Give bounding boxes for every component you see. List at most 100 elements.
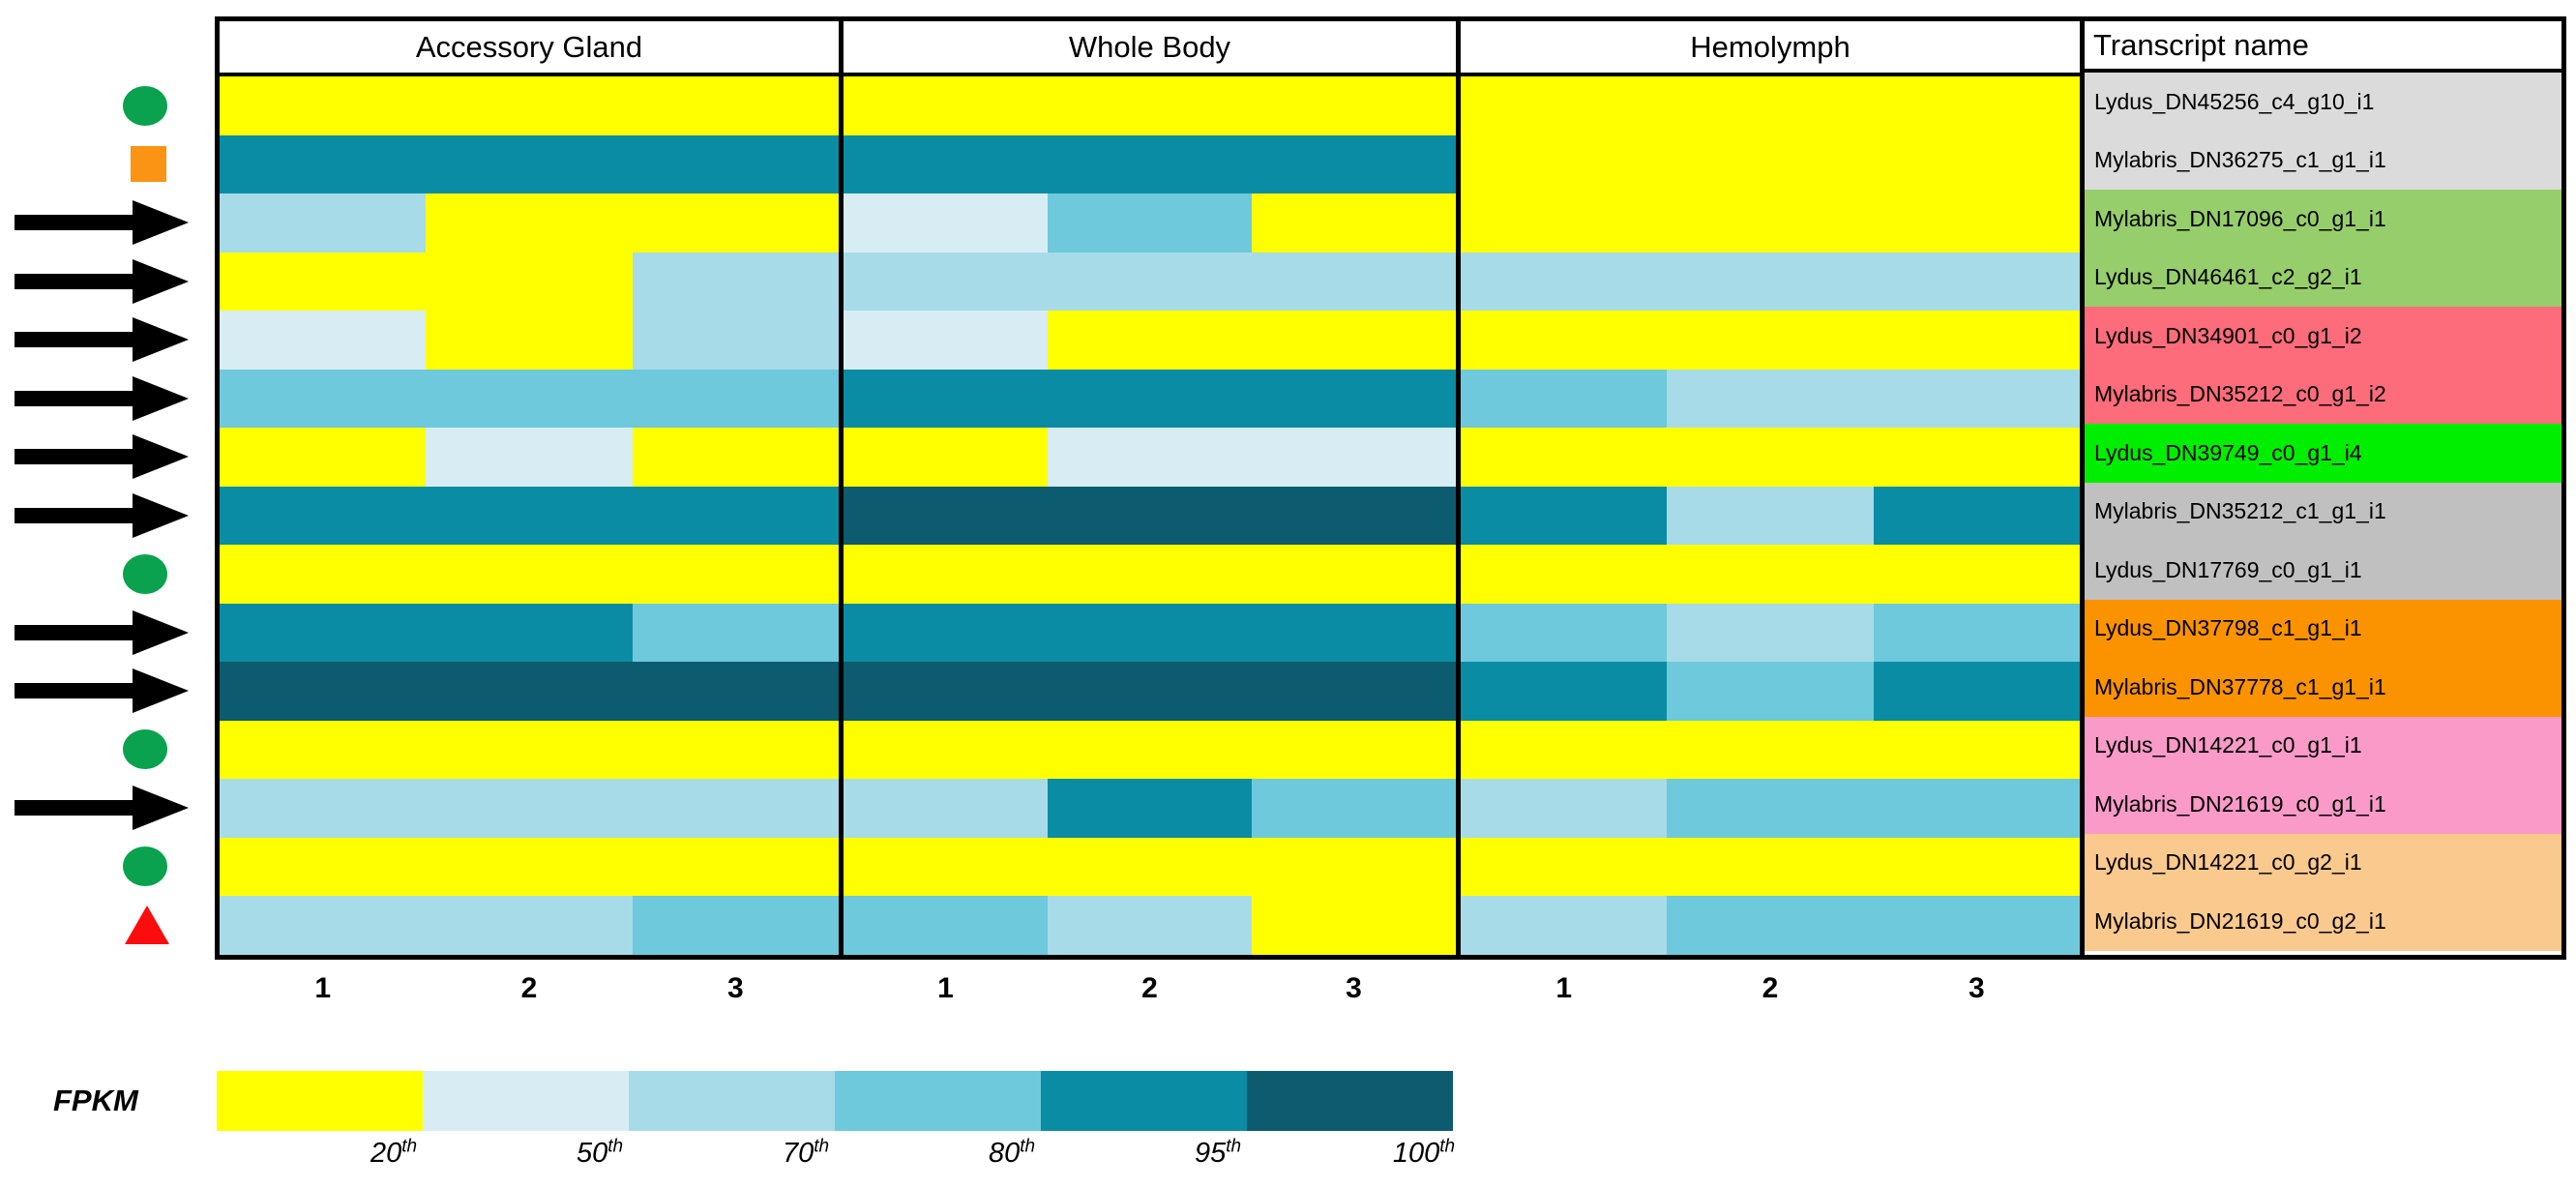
arrow-head (133, 375, 189, 421)
heatmap-row (1461, 662, 2080, 721)
heatmap-row (844, 545, 1456, 604)
heatmap-cell (1048, 486, 1252, 545)
heatmap-table: Accessory Gland Whole Body Hemolymph Transc… (215, 16, 2566, 960)
heatmap-cell (1048, 603, 1252, 662)
heatmap-row (1461, 720, 2080, 779)
marker-row (0, 604, 215, 663)
heatmap-row (844, 134, 1456, 193)
green-circle-marker (123, 553, 167, 594)
heatmap-cell (426, 311, 633, 370)
arrow-head (133, 492, 189, 538)
heatmap-cell (632, 193, 839, 252)
heatmap-cell (1873, 720, 2080, 779)
heatmap-cell (632, 779, 839, 838)
heatmap-cell (220, 76, 427, 135)
heatmap-cell (1461, 486, 1668, 545)
replicate-label: 1 (314, 972, 331, 1004)
heatmap-cell (632, 252, 839, 311)
heatmap-cell (1048, 720, 1252, 779)
heatmap-row (844, 837, 1456, 896)
arrow-head (133, 609, 189, 655)
panel-accessory_gland: Accessory Gland (220, 21, 839, 955)
heatmap-row (220, 896, 839, 955)
replicate-label: 2 (520, 972, 538, 1004)
marker-row (0, 487, 215, 546)
arrow-head (133, 434, 189, 480)
heatmap-row (220, 720, 839, 779)
transcript-label: Mylabris_DN35212_c1_g1_i1 (2085, 482, 2561, 541)
panel-whole_body: Whole Body (839, 21, 1456, 955)
heatmap-cell (632, 369, 839, 428)
panel-header-accessory_gland: Accessory Gland (220, 21, 839, 76)
black-arrow-marker (15, 609, 189, 655)
heatmap-cell (220, 193, 427, 252)
heatmap-cell (1461, 369, 1668, 428)
heatmap-row (220, 311, 839, 370)
heatmap-cell (632, 545, 839, 604)
black-arrow-marker (15, 375, 189, 421)
heatmap-cell (426, 486, 633, 545)
heatmap-cell (1461, 837, 1668, 896)
green-circle-marker (123, 729, 167, 770)
heatmap-cell (1873, 369, 2080, 428)
legend-swatch-50 (423, 1071, 629, 1131)
heatmap-cell (844, 662, 1048, 721)
heatmap-cell (1252, 603, 1456, 662)
panel-header-hemolymph: Hemolymph (1461, 21, 2080, 76)
marker-row (0, 193, 215, 252)
heatmap-cell (1048, 252, 1252, 311)
heatmap-row (1461, 369, 2080, 428)
heatmap-cell (1667, 428, 1874, 487)
replicate-label: 3 (726, 972, 744, 1004)
heatmap-cell (1461, 603, 1668, 662)
heatmap-row (844, 252, 1456, 311)
transcript-label: Lydus_DN46461_c2_g2_i1 (2085, 248, 2561, 307)
heatmap-cell (1873, 134, 2080, 193)
heatmap-row (844, 779, 1456, 838)
heatmap-row (844, 662, 1456, 721)
heatmap-cell (220, 311, 427, 370)
black-arrow-marker (15, 492, 189, 538)
heatmap-cell (220, 662, 427, 721)
heatmap-row (220, 779, 839, 838)
heatmap-cell (1873, 193, 2080, 252)
heatmap-row (1461, 193, 2080, 252)
arrow-shaft (15, 449, 133, 465)
heatmap-cell (1252, 76, 1456, 135)
heatmap-cell (844, 603, 1048, 662)
replicate-label: 1 (937, 972, 954, 1004)
heatmap-cell (426, 252, 633, 311)
heatmap-row (220, 486, 839, 545)
heatmap-row (1461, 837, 2080, 896)
heatmap-cell (1461, 134, 1668, 193)
marker-row (0, 662, 215, 721)
heatmap-cell (632, 428, 839, 487)
heatmap-cell (844, 779, 1048, 838)
heatmap-cell (1461, 252, 1668, 311)
heatmap-cell (1461, 428, 1668, 487)
heatmap-cell (1252, 486, 1456, 545)
red-triangle-marker (125, 906, 169, 945)
marker-row (0, 311, 215, 370)
heatmap-cell (426, 428, 633, 487)
heatmap-cell (1461, 896, 1668, 955)
heatmap-cell (632, 311, 839, 370)
heatmap-cell (220, 603, 427, 662)
heatmap-cell (844, 311, 1048, 370)
arrow-head (133, 258, 189, 304)
panel-names: Transcript name Lydus_DN45256_c4_g10_i1 My… (2080, 21, 2561, 955)
heatmap-cell (1252, 428, 1456, 487)
heatmap-cell (844, 486, 1048, 545)
heatmap-cell (1873, 311, 2080, 370)
heatmap-cell (1667, 76, 1874, 135)
heatmap-cell (844, 76, 1048, 135)
legend-swatch-80 (835, 1071, 1041, 1131)
heatmap-cell (426, 662, 633, 721)
arrow-head (133, 200, 189, 246)
heatmap-row (1461, 486, 2080, 545)
heatmap-cell (220, 779, 427, 838)
replicate-group-hemolymph: 1 2 3 (1461, 965, 2080, 1012)
replicate-label: 1 (1555, 972, 1572, 1004)
heatmap-cell (1048, 662, 1252, 721)
transcript-label: Lydus_DN45256_c4_g10_i1 (2085, 73, 2561, 132)
